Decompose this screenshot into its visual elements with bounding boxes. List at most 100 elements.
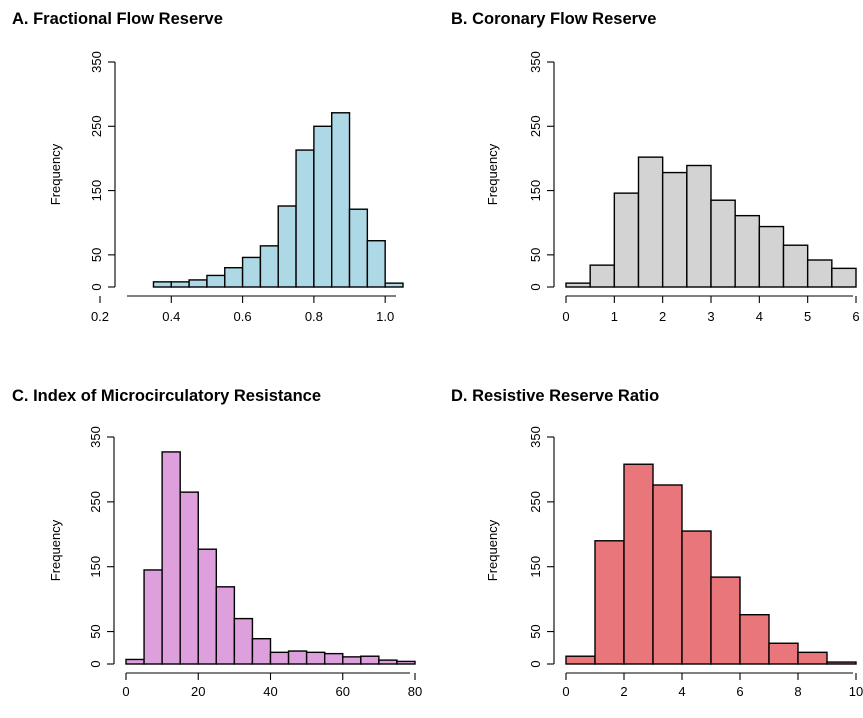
histogram-bar: [224, 267, 244, 288]
histogram-bar: [366, 240, 386, 288]
panel-title: D. Resistive Reserve Ratio: [451, 387, 659, 405]
y-tick-label: 350: [528, 426, 543, 448]
histogram-bar: [565, 282, 591, 288]
histogram-bar: [233, 617, 254, 665]
y-tick-label: 0: [89, 283, 104, 290]
x-tick-label: 1.0: [376, 309, 394, 324]
x-tick-label: 0: [562, 309, 569, 324]
histogram-panel: D. Resistive Reserve Ratio 0 2 4 6 8 10 0 50 150 2…: [451, 387, 863, 699]
histogram-bar: [287, 650, 308, 665]
y-tick-label: 150: [89, 180, 104, 202]
histogram-bar: [613, 192, 640, 288]
histogram-bar: [269, 651, 290, 665]
x-tick-label: 3: [707, 309, 714, 324]
y-tick-label: 0: [528, 660, 543, 667]
y-tick-label: 150: [528, 180, 543, 202]
histogram-bar: [782, 244, 809, 288]
histogram-bar: [797, 651, 828, 665]
x-tick-label: 4: [756, 309, 763, 324]
histogram-bar: [277, 205, 297, 288]
histogram-bar: [331, 112, 351, 288]
histogram-bar: [637, 156, 664, 288]
histogram-bar: [161, 451, 181, 665]
histogram-bar: [384, 282, 404, 288]
x-tick-label: 60: [336, 684, 350, 699]
x-tick-label: 0.8: [305, 309, 323, 324]
y-tick-label: 350: [528, 51, 543, 73]
histogram-bar: [143, 569, 163, 665]
histogram-bar: [215, 586, 236, 665]
histogram-bar: [259, 245, 279, 288]
x-tick-label: 0: [562, 684, 569, 699]
histogram-bar: [710, 576, 741, 665]
histogram-bar: [295, 149, 315, 288]
histogram-bar: [323, 652, 344, 665]
histogram-bar: [806, 259, 833, 288]
histogram-bar: [188, 279, 208, 288]
x-tick-label: 0: [122, 684, 129, 699]
x-tick-label: 40: [263, 684, 277, 699]
x-tick-label: 2: [620, 684, 627, 699]
histogram-panel: A. Fractional Flow Reserve 0.2 0.4 0.6 0.8 1.…: [12, 10, 404, 324]
x-tick-label: 20: [191, 684, 205, 699]
histogram-bar: [152, 281, 172, 288]
histogram-bar: [652, 484, 683, 665]
histogram-bar: [206, 274, 226, 288]
histogram-bar: [623, 463, 654, 665]
x-tick-label: 4: [678, 684, 685, 699]
x-tick-label: 0.6: [234, 309, 252, 324]
histogram-bar: [831, 267, 857, 288]
panel-title: B. Coronary Flow Reserve: [451, 10, 656, 28]
histogram-bar: [739, 614, 770, 665]
histogram-bar: [360, 655, 380, 665]
histogram-bar: [305, 651, 326, 665]
y-tick-label: 350: [89, 51, 104, 73]
x-tick-label: 0.4: [162, 309, 180, 324]
histogram-bar: [170, 281, 190, 288]
histogram-bar: [179, 491, 199, 665]
histogram-panel: B. Coronary Flow Reserve 0 1 2 3 4 5 6 0 50 150 250…: [451, 10, 860, 324]
y-tick-label: 0: [528, 283, 543, 290]
x-tick-label: 6: [736, 684, 743, 699]
x-tick-label: 5: [804, 309, 811, 324]
histogram-bar: [396, 660, 416, 665]
histogram-bar: [758, 225, 785, 288]
x-tick-label: 0.2: [91, 309, 109, 324]
histogram-bar: [241, 256, 262, 288]
y-tick-label: 250: [528, 115, 543, 137]
histogram-bar: [348, 208, 369, 288]
y-tick-label: 50: [528, 624, 543, 638]
histogram-bar: [768, 642, 799, 665]
histogram-panel: C. Index of Microcirculatory Resistance 0…: [12, 387, 422, 699]
y-tick-label: 250: [528, 491, 543, 513]
y-tick-label: 0: [88, 660, 103, 667]
y-tick-label: 50: [88, 624, 103, 638]
histogram-bar: [565, 655, 596, 665]
histogram-bar: [251, 638, 272, 665]
histogram-bar: [681, 530, 712, 665]
histogram-bar: [734, 214, 761, 288]
histogram-bar: [197, 548, 218, 665]
y-tick-label: 150: [528, 556, 543, 578]
y-tick-label: 250: [89, 115, 104, 137]
histogram-bar: [594, 540, 625, 665]
y-tick-label: 50: [528, 248, 543, 262]
x-tick-label: 10: [849, 684, 863, 699]
y-axis-label: Frequency: [485, 143, 500, 205]
y-axis-label: Frequency: [48, 143, 63, 205]
histogram-bar: [589, 264, 616, 288]
y-tick-label: 250: [88, 491, 103, 513]
histogram-bar: [661, 171, 688, 288]
y-tick-label: 150: [88, 556, 103, 578]
y-axis-label: Frequency: [48, 519, 63, 581]
histogram-bar: [342, 656, 362, 665]
x-tick-label: 6: [852, 309, 859, 324]
y-tick-label: 350: [88, 426, 103, 448]
y-axis-label: Frequency: [485, 519, 500, 581]
y-tick-label: 50: [89, 248, 104, 262]
x-tick-label: 2: [659, 309, 666, 324]
histogram-bar: [313, 125, 333, 288]
histogram-bar: [826, 661, 857, 665]
panel-title: A. Fractional Flow Reserve: [12, 10, 223, 28]
